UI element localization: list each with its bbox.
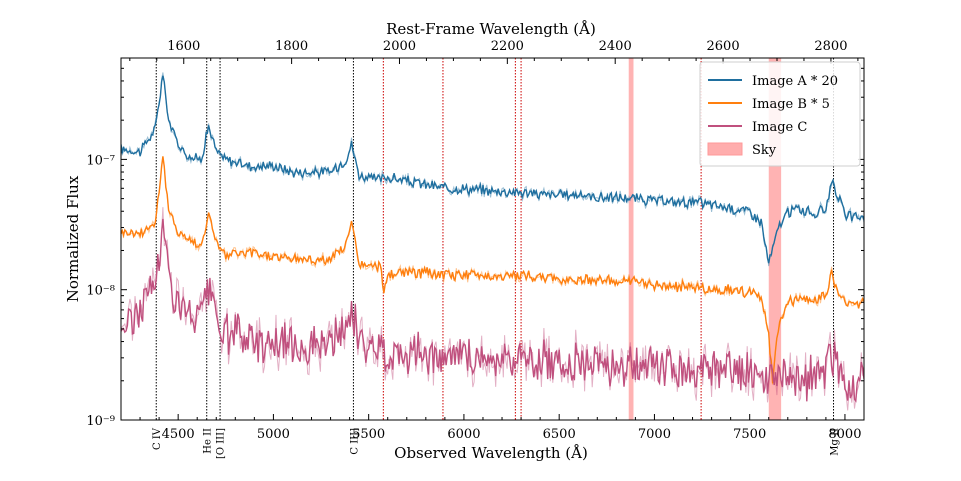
top-tick-label: 1600 [167, 39, 200, 54]
series-line [121, 218, 864, 403]
series-line [121, 75, 864, 264]
emission-line-label: [O III] [216, 428, 227, 459]
x-tick-label: 4500 [162, 427, 195, 442]
top-axis-label: Rest-Frame Wavelength (Å) [386, 20, 596, 38]
top-tick-label: 1800 [275, 39, 308, 54]
legend-label: Image B * 5 [752, 97, 830, 112]
x-tick-label: 7500 [733, 427, 766, 442]
x-tick-label: 6000 [447, 427, 480, 442]
x-tick-label: 6500 [543, 427, 576, 442]
emission-line-label: C IV [152, 427, 163, 450]
emission-line-label: He II [203, 428, 214, 454]
y-tick-label: 10⁻⁸ [86, 284, 115, 299]
legend-label: Image A * 20 [752, 74, 838, 89]
x-tick-label: 8000 [828, 427, 861, 442]
x-tick-label: 7000 [638, 427, 671, 442]
top-tick-label: 2800 [814, 39, 847, 54]
x-tick-label: 5000 [257, 427, 290, 442]
top-tick-label: 2200 [491, 39, 524, 54]
plot-area: 4500 5000 5500 6000 6500 7000 7500 8000 1600 1800… [86, 39, 865, 459]
top-tick-label: 2600 [707, 39, 740, 54]
x-tick-label: 5500 [352, 427, 385, 442]
series-line [121, 156, 864, 384]
emission-line-label: C III] [349, 428, 360, 455]
y-tick-label: 10⁻⁹ [86, 414, 115, 429]
legend-label: Image C [752, 120, 807, 135]
y-tick-label: 10⁻⁷ [86, 153, 115, 168]
sky-band [628, 58, 634, 420]
legend-label: Sky [752, 143, 777, 158]
legend-box [699, 61, 861, 167]
top-tick-label: 2000 [383, 39, 416, 54]
top-tick-label: 2400 [599, 39, 632, 54]
emission-line-label: Mg II [830, 428, 841, 456]
plot-frame [120, 57, 865, 421]
series-noise [121, 158, 864, 385]
legend-swatch [707, 142, 743, 156]
y-axis-label: Normalized Flux [64, 175, 82, 302]
x-axis-label: Observed Wavelength (Å) [394, 444, 588, 462]
